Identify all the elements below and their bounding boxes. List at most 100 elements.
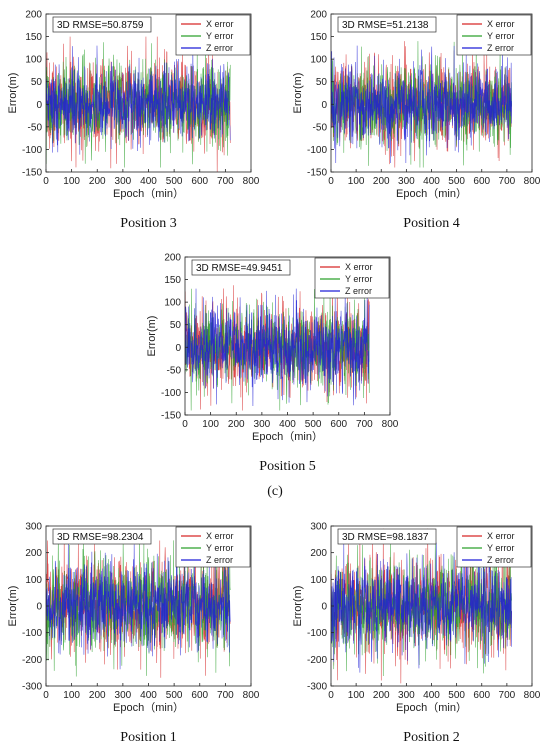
x-axis-label: Epoch（min） <box>113 187 184 200</box>
x-axis-label: Epoch（min） <box>396 701 467 714</box>
y-tick-label: -300 <box>307 682 327 693</box>
y-tick-label: 200 <box>310 10 327 21</box>
x-tick-label: 700 <box>356 419 373 430</box>
y-tick-label: 0 <box>175 343 181 354</box>
chart-panel-5: 0 100 200 300 400 500 600 700 800 -300 -200 -100 0 10… <box>292 522 541 746</box>
rmse-box <box>337 528 437 545</box>
x-tick-label: 700 <box>499 176 516 187</box>
x-tick-label: 700 <box>217 690 234 701</box>
series-group <box>46 534 231 678</box>
y-tick-label: -50 <box>167 365 182 376</box>
legend-entry: Z error <box>206 43 233 53</box>
rmse-label: 3D RMSE=98.1837 <box>342 532 429 543</box>
series-line-y-error <box>331 41 512 168</box>
y-tick-label: 200 <box>310 548 327 559</box>
x-tick-label: 600 <box>473 176 490 187</box>
legend-entry: Y error <box>487 31 514 41</box>
rmse-box <box>52 16 152 33</box>
series-line-z-error <box>331 45 512 163</box>
y-tick-label: -50 <box>28 122 43 133</box>
y-tick-label: 200 <box>25 10 42 21</box>
legend-entry: X error <box>345 262 373 272</box>
y-tick-label: -150 <box>161 411 181 422</box>
y-tick-label: 100 <box>164 298 181 309</box>
y-axis-label: Error(m) <box>7 73 19 114</box>
panel-caption: Position 4 <box>403 216 459 231</box>
y-tick-label: 50 <box>316 77 328 88</box>
x-tick-label: 300 <box>254 419 271 430</box>
panel-caption: Position 2 <box>403 730 459 745</box>
x-tick-label: 600 <box>191 690 208 701</box>
y-tick-label: -150 <box>307 168 327 179</box>
rmse-box <box>191 259 291 276</box>
series-line-z-error <box>46 536 231 670</box>
rmse-label: 3D RMSE=49.9451 <box>196 263 283 274</box>
x-tick-label: 0 <box>328 176 334 187</box>
rmse-label: 3D RMSE=51.2138 <box>342 20 429 31</box>
legend-entry: X error <box>487 19 515 29</box>
x-tick-label: 200 <box>373 690 390 701</box>
y-tick-label: 0 <box>36 602 42 613</box>
x-tick-label: 300 <box>115 176 132 187</box>
y-tick-label: 100 <box>25 55 42 66</box>
x-tick-label: 100 <box>63 690 80 701</box>
x-tick-label: 400 <box>423 176 440 187</box>
series-group <box>331 528 512 684</box>
legend-entry: Z error <box>345 286 372 296</box>
x-tick-label: 600 <box>473 690 490 701</box>
x-tick-label: 0 <box>43 690 49 701</box>
y-tick-label: 50 <box>31 77 43 88</box>
y-tick-label: 150 <box>310 32 327 43</box>
y-axis-label: Error(m) <box>7 586 19 627</box>
y-tick-label: 150 <box>25 32 42 43</box>
x-axis-label: Epoch（min） <box>396 187 467 200</box>
legend-entry: Y error <box>206 543 233 553</box>
x-tick-label: 100 <box>63 176 80 187</box>
x-tick-label: 200 <box>228 419 245 430</box>
x-tick-label: 700 <box>217 176 234 187</box>
y-tick-label: -50 <box>313 122 328 133</box>
series-group <box>46 36 231 172</box>
x-tick-label: 300 <box>398 176 415 187</box>
x-tick-label: 100 <box>202 419 219 430</box>
x-tick-label: 500 <box>166 176 183 187</box>
rmse-box <box>337 16 437 33</box>
chart-panel-4: 0 100 200 300 400 500 600 700 800 -300 -200 -100 0 10… <box>7 522 260 746</box>
x-tick-label: 800 <box>524 176 541 187</box>
y-axis-label: Error(m) <box>292 73 304 114</box>
y-axis-label: Error(m) <box>292 586 304 627</box>
y-tick-label: 100 <box>310 55 327 66</box>
x-tick-label: 500 <box>448 176 465 187</box>
x-tick-label: 500 <box>448 690 465 701</box>
y-tick-label: -150 <box>22 168 42 179</box>
y-tick-label: -100 <box>22 628 42 639</box>
x-tick-label: 200 <box>373 176 390 187</box>
x-tick-label: 300 <box>115 690 132 701</box>
legend-entry: Z error <box>487 43 514 53</box>
y-tick-label: -100 <box>22 145 42 156</box>
legend-entry: Y error <box>487 543 514 553</box>
series-line-z-error <box>185 288 370 406</box>
y-tick-label: 200 <box>164 253 181 264</box>
y-tick-label: 200 <box>25 548 42 559</box>
legend-entry: X error <box>206 531 234 541</box>
y-tick-label: 300 <box>25 522 42 533</box>
series-line-y-error <box>46 535 231 677</box>
x-tick-label: 400 <box>140 690 157 701</box>
y-axis-label: Error(m) <box>146 316 158 357</box>
legend-entry: X error <box>487 531 515 541</box>
y-tick-label: 150 <box>164 275 181 286</box>
y-tick-label: 300 <box>310 522 327 533</box>
series-line-z-error <box>46 45 231 155</box>
series-line-y-error <box>185 287 370 411</box>
y-tick-label: -100 <box>307 145 327 156</box>
legend-entry: X error <box>206 19 234 29</box>
x-tick-label: 400 <box>140 176 157 187</box>
x-tick-label: 200 <box>89 690 106 701</box>
panel-caption: Position 1 <box>120 730 176 745</box>
chart-panel-3: 0 100 200 300 400 500 600 700 800 -150 -100 -50 0 50 1… <box>146 253 399 475</box>
x-tick-label: 500 <box>166 690 183 701</box>
chart-panel-1: 0 100 200 300 400 500 600 700 800 -150 -100 -50 0 50 1… <box>7 10 260 232</box>
y-tick-label: 0 <box>321 100 327 111</box>
